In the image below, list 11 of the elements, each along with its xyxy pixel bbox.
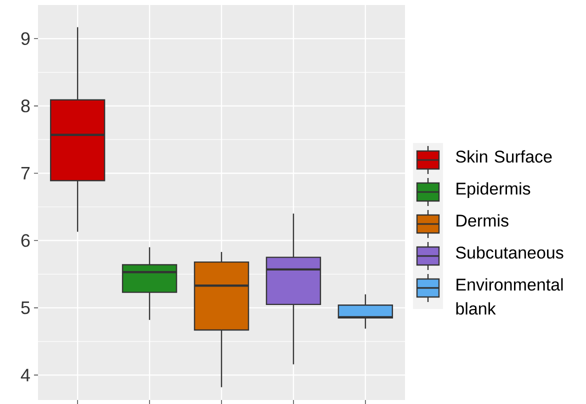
y-tick-label: 6 (21, 234, 30, 247)
y-tick-label: 7 (21, 167, 30, 180)
legend-label: Skin Surface (456, 150, 552, 163)
legend-label: Dermis (456, 214, 508, 227)
y-tick-label: 8 (21, 100, 30, 112)
y-tick-label: 4 (20, 368, 30, 382)
legend-label: Epidermis (456, 182, 530, 198)
y-tick-label: 5 (21, 302, 30, 314)
legend-label: Environmental blank (456, 278, 563, 315)
y-tick-label: 9 (21, 32, 30, 46)
legend-label: Subcutaneous (456, 246, 564, 259)
